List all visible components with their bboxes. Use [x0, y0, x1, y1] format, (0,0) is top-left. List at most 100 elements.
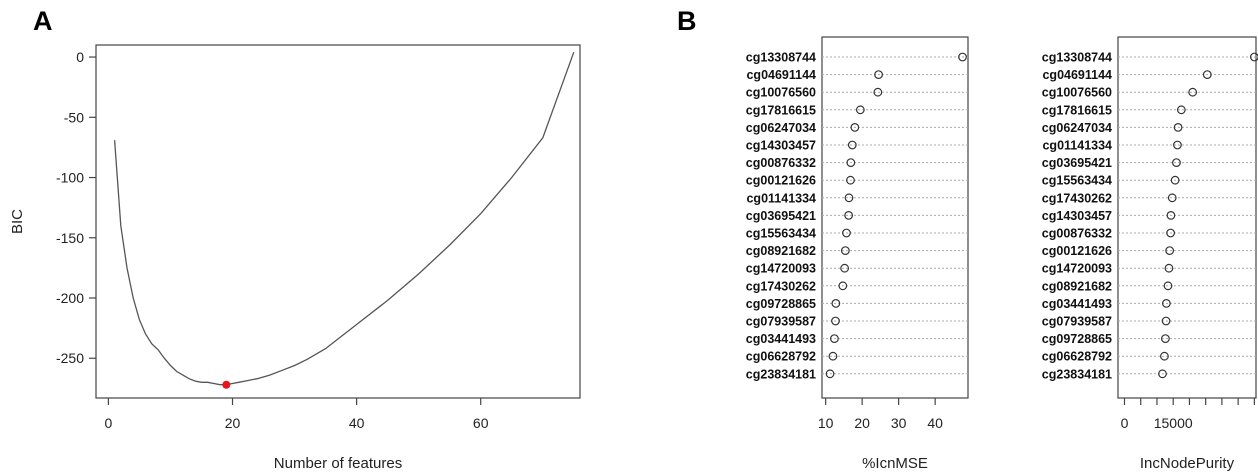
- y-tick-label: -250: [56, 350, 84, 366]
- data-point: [1172, 158, 1181, 168]
- row-label: cg07939587: [1042, 315, 1112, 329]
- x-tick-label: 30: [891, 415, 907, 431]
- data-point: [1161, 334, 1170, 344]
- x-tick-label: 0: [105, 415, 113, 431]
- x-tick-label: 40: [927, 415, 943, 431]
- y-tick-label: -50: [64, 109, 84, 125]
- y-tick-label: -200: [56, 290, 84, 306]
- row-label: cg03441493: [746, 332, 816, 346]
- data-point: [1188, 87, 1198, 97]
- row-label: cg13308744: [746, 51, 816, 65]
- bic-line-chart: 0 20 40 60 0 -50 -100 -150 -200 -250 Number of fea…: [9, 44, 581, 472]
- data-point: [1167, 193, 1177, 203]
- data-point: [831, 316, 840, 326]
- row-label: cg15563434: [746, 227, 816, 241]
- row-label: cg00121626: [746, 174, 816, 188]
- row-label: cg14303457: [746, 139, 816, 153]
- data-point: [1164, 263, 1174, 273]
- row-label: cg23834181: [1042, 367, 1112, 381]
- bic-series-line: [113, 51, 575, 386]
- row-label: cg03695421: [746, 209, 816, 223]
- x-tick-label: 60: [473, 415, 489, 431]
- data-point: [874, 70, 883, 79]
- data-point: [831, 299, 841, 308]
- data-point: [873, 87, 883, 97]
- y-tick-label: -100: [56, 170, 84, 186]
- row-label: cg00876332: [746, 156, 816, 170]
- data-point: [1173, 140, 1182, 150]
- row-label: cg14720093: [1042, 262, 1112, 276]
- x-tick-label: 20: [225, 415, 241, 431]
- data-point: [1166, 228, 1176, 238]
- y-tick-label: -150: [56, 230, 84, 246]
- data-point: [1173, 122, 1183, 132]
- x-tick-label: 10: [818, 415, 834, 431]
- row-label: cg14303457: [1042, 209, 1112, 223]
- row-label: cg10076560: [746, 86, 816, 100]
- row-label: cg06247034: [746, 121, 816, 135]
- row-label: cg01141334: [1042, 139, 1112, 153]
- plot-frame: [1117, 36, 1257, 399]
- plot-frame: [821, 36, 969, 399]
- data-point: [850, 122, 860, 132]
- row-label: cg00121626: [1042, 244, 1112, 258]
- row-label: cg09728865: [746, 297, 816, 311]
- row-label: cg17816615: [746, 103, 816, 117]
- row-label: cg04691144: [746, 68, 816, 82]
- row-label: cg09728865: [1042, 332, 1112, 346]
- row-label: cg03695421: [1042, 156, 1112, 170]
- y-axis-title: BIC: [9, 209, 26, 234]
- row-label: cg17430262: [1042, 191, 1112, 205]
- row-label: cg06628792: [1042, 350, 1112, 364]
- data-point: [825, 369, 835, 379]
- row-label: cg17816615: [1042, 103, 1112, 117]
- row-label: cg13308744: [1042, 51, 1112, 65]
- row-label: cg01141334: [746, 191, 816, 205]
- y-tick-label: 0: [76, 49, 84, 65]
- data-point: [1202, 70, 1212, 79]
- data-point: [1161, 316, 1171, 326]
- optimal-point-marker: [222, 380, 231, 389]
- row-label: cg08921682: [1042, 279, 1112, 293]
- row-label: cg03441493: [1042, 297, 1112, 311]
- data-point: [844, 193, 854, 203]
- row-label: cg06247034: [1042, 121, 1112, 135]
- row-label: cg14720093: [746, 262, 816, 276]
- x-axis-title: IncNodePurity: [1140, 455, 1235, 472]
- row-label: cg00876332: [1042, 227, 1112, 241]
- data-point: [840, 246, 850, 256]
- data-point: [846, 158, 856, 168]
- data-point: [1160, 351, 1169, 361]
- data-point: [842, 228, 851, 238]
- data-point: [828, 351, 838, 361]
- panel-b-letter: B: [677, 6, 697, 36]
- data-point: [847, 140, 857, 150]
- data-point: [1158, 369, 1167, 379]
- panel-a-letter: A: [33, 6, 53, 36]
- row-label: cg23834181: [746, 367, 816, 381]
- x-tick-label: 15000: [1154, 415, 1193, 431]
- data-point: [1249, 52, 1258, 62]
- data-point: [840, 263, 850, 273]
- node-purity-dot-chart: cg13308744 cg04691144 cg10076560 cg17816615…: [1042, 36, 1258, 472]
- data-point: [830, 334, 839, 344]
- row-label: cg08921682: [746, 244, 816, 258]
- data-point: [1176, 105, 1186, 115]
- row-label: cg07939587: [746, 315, 816, 329]
- row-label: cg17430262: [746, 279, 816, 293]
- data-point: [1166, 210, 1176, 220]
- mse-dot-chart: cg13308744 cg04691144 cg10076560 cg17816615…: [746, 36, 969, 472]
- data-point: [844, 210, 854, 220]
- data-point: [838, 281, 848, 291]
- data-point: [1170, 175, 1180, 185]
- x-axis-title: %IcnMSE: [862, 455, 928, 472]
- row-label: cg15563434: [1042, 174, 1112, 188]
- data-point: [855, 105, 865, 115]
- plot-frame: [95, 44, 581, 399]
- x-tick-label: 0: [1121, 415, 1129, 431]
- x-tick-label: 40: [349, 415, 365, 431]
- row-label: cg04691144: [1042, 68, 1112, 82]
- x-axis-title: Number of features: [274, 455, 402, 472]
- data-point: [1161, 299, 1171, 308]
